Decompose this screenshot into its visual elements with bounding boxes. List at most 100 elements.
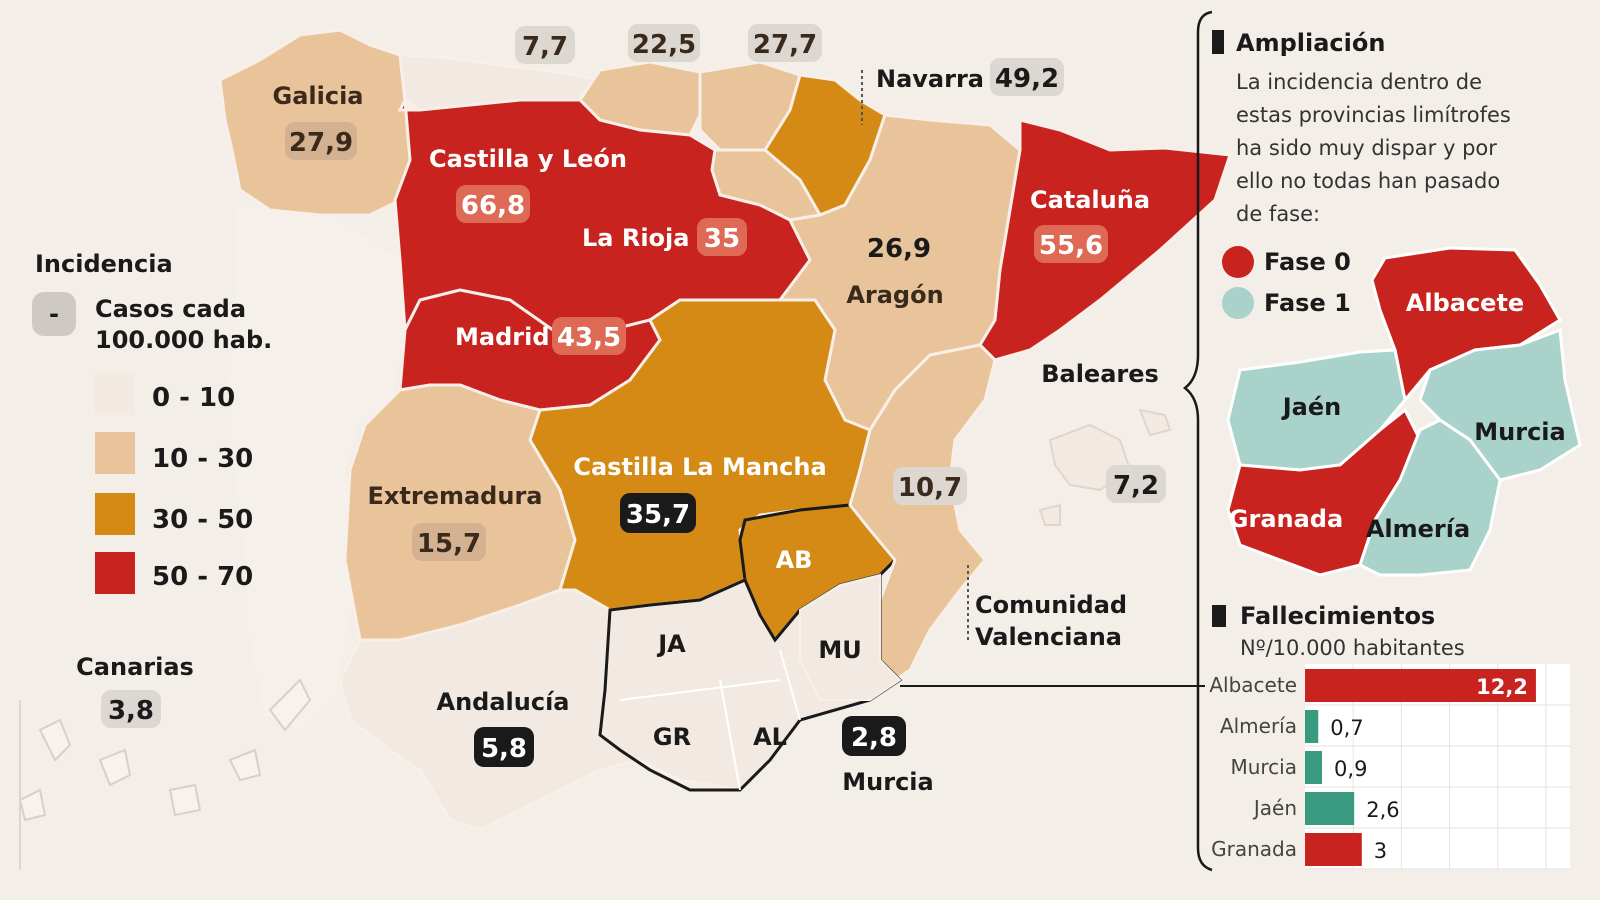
chart-category-label: Almería [1220, 714, 1297, 738]
value-canarias: 3,8 [108, 696, 154, 726]
label-valenciana-line1: Comunidad [975, 591, 1127, 619]
value-andalucia: 5,8 [481, 734, 527, 764]
value-castilla-la-mancha: 35,7 [626, 500, 690, 530]
label-madrid: Madrid [455, 323, 550, 351]
label-la-rioja: La Rioja [582, 224, 689, 252]
value-aragon: 26,9 [867, 234, 931, 264]
ampliacion-text-4: de fase: [1236, 202, 1320, 226]
badge-la-rioja [697, 218, 747, 256]
badge-baleares [1106, 465, 1166, 503]
badge-cantabria [628, 24, 700, 62]
legend-key-line2: 100.000 hab. [95, 326, 272, 354]
badge-pais-vasco [748, 24, 822, 62]
portugal-shape [230, 205, 405, 730]
ampliacion-text-1: estas provincias limítrofes [1236, 103, 1511, 127]
value-pais-vasco: 27,7 [753, 30, 817, 60]
label-baleares: Baleares [1041, 360, 1159, 388]
zoom-label-granada: Granada [1229, 505, 1343, 533]
legend-label-2: 30 - 50 [152, 505, 253, 535]
fase0-dot [1222, 246, 1254, 278]
ampliacion-text-2: ha sido muy dispar y por [1236, 136, 1497, 160]
legend-label-0: 0 - 10 [152, 383, 235, 413]
province-ab: AB [776, 546, 813, 574]
chart-value-label: 0,9 [1334, 757, 1367, 781]
badge-valenciana [893, 467, 967, 505]
label-castilla-la-mancha: Castilla La Mancha [573, 453, 826, 481]
zoom-label-almeria: Almería [1366, 515, 1470, 543]
value-baleares: 7,2 [1113, 471, 1159, 501]
zoom-murcia[interactable] [1418, 327, 1582, 482]
chart-category-label: Granada [1211, 837, 1297, 861]
chart-category-label: Albacete [1209, 673, 1297, 697]
chart-value-label: 0,7 [1330, 716, 1363, 740]
badge-extremadura [412, 523, 486, 561]
legend-key-box [32, 292, 76, 336]
value-navarra: 49,2 [995, 64, 1059, 94]
ampliacion-text-0: La incidencia dentro de [1236, 70, 1482, 94]
label-andalucia: Andalucía [437, 688, 570, 716]
badge-madrid [552, 317, 626, 355]
legend-swatch-1 [95, 432, 135, 474]
value-madrid: 43,5 [557, 323, 621, 353]
label-castilla-leon: Castilla y León [429, 145, 627, 173]
badge-asturias [515, 26, 575, 64]
label-murcia: Murcia [842, 768, 933, 796]
region-canarias[interactable] [18, 678, 312, 822]
value-galicia: 27,9 [289, 128, 353, 158]
panel-bracket [1182, 10, 1213, 872]
ampliacion-title: Ampliación [1236, 29, 1385, 57]
legend-key-line1: Casos cada [95, 295, 246, 323]
province-divider [619, 679, 781, 701]
badge-cataluna [1034, 225, 1108, 263]
legend-key-symbol: - [49, 300, 59, 328]
province-mu: MU [818, 636, 861, 664]
label-aragon: Aragón [846, 281, 943, 309]
region-valenciana[interactable] [848, 343, 997, 683]
chart-value-label: 2,6 [1366, 798, 1399, 822]
region-murcia-shape[interactable] [799, 573, 902, 701]
badge-andalucia [474, 727, 534, 767]
province-divider [719, 679, 741, 791]
value-asturias: 7,7 [522, 32, 568, 62]
value-castilla-leon: 66,8 [461, 191, 525, 221]
chart-bar [1305, 751, 1323, 784]
chart-bar [1305, 792, 1355, 825]
badge-aragon [862, 228, 936, 266]
legend-swatch-0 [95, 373, 135, 415]
chart-value-label: 3 [1374, 839, 1387, 863]
label-extremadura: Extremadura [368, 482, 543, 510]
chart-bar [1305, 833, 1362, 866]
chart-value-label: 12,2 [1476, 675, 1528, 699]
province-al: AL [753, 723, 787, 751]
value-la-rioja: 35 [704, 224, 740, 254]
label-canarias: Canarias [76, 653, 194, 681]
value-cantabria: 22,5 [632, 30, 696, 60]
province-gr: GR [653, 723, 691, 751]
zoom-label-murcia: Murcia [1474, 418, 1565, 446]
label-galicia: Galicia [273, 82, 364, 110]
fallecimientos-marker [1212, 605, 1226, 627]
label-navarra: Navarra [876, 65, 984, 93]
chart-title: Fallecimientos [1240, 602, 1435, 630]
chart-category-label: Murcia [1230, 755, 1297, 779]
chart-subtitle: Nº/10.000 habitantes [1240, 636, 1465, 660]
zoom-almeria[interactable] [1358, 418, 1502, 577]
ampliacion-text-3: ello no todas han pasado [1236, 169, 1500, 193]
badge-galicia [285, 122, 357, 160]
zoom-label-jaen: Jaén [1281, 393, 1342, 421]
badge-castilla-la-mancha [620, 493, 696, 533]
chart-category-label: Jaén [1252, 796, 1297, 820]
province-divider [779, 649, 801, 721]
badge-castilla-leon [456, 185, 530, 223]
fase1-label: Fase 1 [1264, 289, 1351, 317]
value-valenciana: 10,7 [898, 473, 962, 503]
chart-bar [1305, 710, 1319, 743]
label-valenciana-line2: Valenciana [975, 623, 1122, 651]
legend-label-3: 50 - 70 [152, 562, 253, 592]
zoom-label-albacete: Albacete [1406, 289, 1524, 317]
legend-title: Incidencia [35, 250, 173, 278]
chart-bar [1305, 669, 1536, 702]
fallecimientos-chart: Albacete 12,2 Almería 0,7 Murcia 0,9 Jaén 2,6 Gr… [1209, 664, 1570, 870]
badge-navarra [990, 58, 1064, 96]
